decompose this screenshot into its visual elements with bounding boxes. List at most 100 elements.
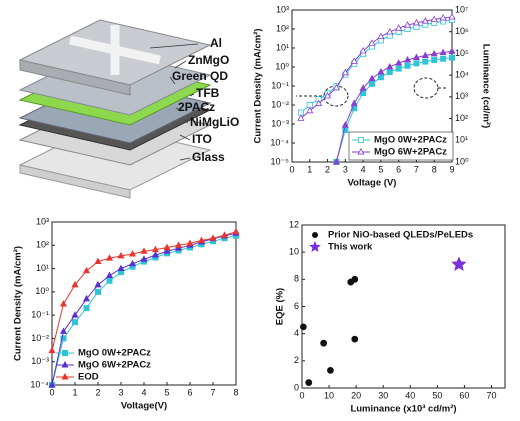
marker — [332, 158, 340, 165]
marker — [140, 247, 148, 254]
y2-tick-label: 10¹ — [455, 135, 468, 145]
marker — [209, 234, 217, 241]
x-tick-label: 1 — [307, 164, 312, 174]
legend-marker — [357, 136, 364, 143]
legend-label: MgO 6W+2PACz — [374, 147, 447, 158]
layer-label: ITO — [192, 132, 212, 146]
marker — [412, 18, 420, 26]
marker — [232, 227, 240, 235]
marker — [94, 280, 102, 288]
x-tick-label: 0 — [289, 164, 294, 174]
marker — [117, 264, 125, 272]
x-axis-label: Voltage(V) — [121, 401, 167, 412]
marker — [128, 250, 137, 257]
marker — [350, 99, 358, 106]
layer-label: TFB — [196, 86, 220, 100]
y-tick-label: 10¹ — [276, 42, 289, 52]
y-tick-label: 2 — [294, 355, 299, 365]
marker — [368, 39, 376, 46]
x-tick-label: 3 — [118, 387, 123, 397]
y-tick-label: 12 — [289, 219, 299, 229]
legend-label: MgO 6W+2PACz — [78, 360, 151, 371]
y2-axis-label: Luminance (cd/m²) — [480, 44, 491, 128]
marker — [59, 300, 68, 307]
legend-label: MgO 0W+2PACz — [78, 348, 151, 359]
marker — [404, 56, 412, 63]
layer-label: Green QD — [172, 69, 228, 83]
marker — [82, 266, 91, 274]
x-tick-label: 20 — [351, 390, 361, 400]
marker — [386, 68, 393, 75]
layer-label: 2PACz — [178, 100, 215, 114]
marker — [94, 257, 102, 265]
x-axis-label: Luminance (x10³ cd/m²) — [350, 404, 456, 415]
layer-label: ZnMgO — [188, 53, 229, 67]
y-tick-label: 10⁻³ — [31, 356, 49, 366]
marker — [71, 280, 79, 288]
y-tick-label: 6 — [294, 301, 299, 311]
marker — [197, 236, 206, 244]
y2-tick-label: 10⁴ — [455, 70, 469, 80]
x-tick-label: 60 — [459, 390, 469, 400]
y-tick-label: 10³ — [36, 216, 49, 226]
device-diagram: Al ZnMgO Green QD TFB 2PACz NiMgLiO ITO … — [18, 19, 239, 199]
marker — [368, 80, 375, 87]
electrode — [69, 25, 161, 75]
marker — [327, 366, 334, 374]
x-tick-label: 50 — [432, 390, 442, 400]
x-tick-label: 8 — [233, 387, 238, 397]
marker — [151, 245, 160, 253]
legend-marker — [61, 361, 69, 368]
legend-marker — [309, 240, 321, 252]
x-tick-label: 5 — [164, 387, 169, 397]
leader-lines — [149, 43, 199, 161]
legend-marker — [311, 231, 318, 238]
x-tick-label: 4 — [141, 387, 146, 397]
marker — [106, 277, 113, 284]
marker — [359, 84, 367, 91]
marker — [439, 14, 447, 21]
marker — [324, 91, 332, 99]
marker — [105, 254, 114, 261]
y2-tick-label: 10⁷ — [455, 4, 468, 14]
marker — [128, 259, 137, 267]
x-tick-label: 5 — [378, 164, 383, 174]
marker — [404, 21, 412, 28]
x-tick-label: 7 — [414, 164, 419, 174]
marker — [413, 60, 420, 67]
marker — [386, 27, 394, 35]
x-tick-label: 4 — [361, 164, 366, 174]
layer-label: Glass — [192, 150, 225, 164]
marker — [306, 106, 314, 114]
marker — [95, 288, 102, 295]
marker — [315, 99, 323, 106]
legend-box — [348, 131, 454, 161]
x-tick-label: 2 — [95, 387, 100, 397]
marker — [71, 311, 79, 318]
marker — [105, 271, 114, 279]
x-tick-label: 8 — [432, 164, 437, 174]
x-tick-label: 2 — [325, 164, 330, 174]
y-tick-label: 10¹ — [36, 263, 49, 273]
x-tick-label: 9 — [449, 164, 454, 174]
marker — [220, 231, 229, 238]
marker — [341, 121, 349, 128]
y-tick-label: 10⁻¹ — [271, 80, 289, 90]
marker — [359, 46, 367, 54]
legend-label: Prior NiO-based QLEDs/PeLEDs — [328, 230, 473, 241]
legend-label: MgO 0W+2PACz — [374, 135, 447, 146]
marker — [117, 251, 125, 259]
marker — [320, 339, 328, 347]
marker — [430, 49, 438, 57]
x-tick-label: 0 — [49, 387, 54, 397]
x-tick-label: 70 — [486, 390, 496, 400]
marker — [186, 239, 194, 246]
marker — [377, 74, 384, 81]
x-tick-label: 6 — [187, 387, 192, 397]
x-tick-label: 3 — [343, 164, 348, 174]
marker — [421, 17, 429, 24]
marker — [422, 58, 429, 65]
y-tick-label: 10⁻² — [31, 333, 49, 343]
y-axis-label: Current Density (mA/cm²) — [13, 246, 24, 361]
